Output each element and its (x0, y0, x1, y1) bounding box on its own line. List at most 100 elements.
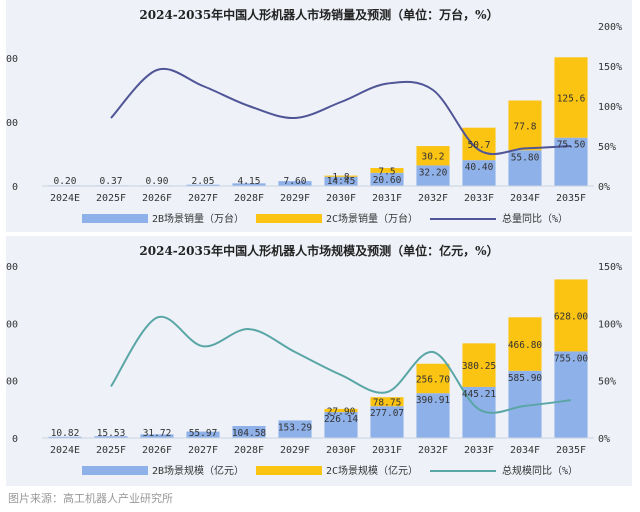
legend-b2c-label: 2C场景规模（亿元） (326, 464, 418, 477)
b2c-bar (416, 363, 450, 394)
b2b-bar (416, 165, 450, 186)
b2b-data-label: 0.20 (54, 176, 77, 187)
market-size-chart-panel: 2024-2035年中国人形机器人市场规模及预测（单位：亿元，%） 0 500 10… (0, 236, 632, 486)
y-right-tick-label: 0% (598, 182, 610, 193)
b2b-data-label: 55.80 (511, 152, 540, 163)
b2c-bar (416, 146, 450, 166)
source-note: 图片来源：高工机器人产业研究所 (8, 492, 173, 505)
x-tick-label: 2029F (280, 193, 310, 204)
y-left-tick-label: 500 (6, 377, 18, 388)
y-left-tick-label: 200 (6, 54, 18, 65)
b2c-data-label: 466.80 (508, 340, 543, 351)
legend-line-label: 总量同比（%） (502, 212, 568, 225)
x-tick-label: 2031F (372, 193, 402, 204)
x-tick-label: 2030F (326, 445, 356, 456)
b2c-bar (324, 408, 358, 413)
b2b-data-label: 32.20 (419, 167, 448, 178)
b2c-data-label: 77.8 (514, 121, 537, 132)
y-right-tick-label: 50% (598, 377, 616, 388)
b2c-data-label: 1.8 (332, 172, 349, 183)
b2b-data-label: 4.15 (238, 176, 261, 187)
b2c-data-label: 27.90 (327, 406, 356, 417)
b2c-data-label: 50.7 (468, 140, 491, 151)
legend-b2b-label: 2B场景规模（亿元） (152, 464, 244, 477)
b2c-data-label: 256.70 (416, 374, 451, 385)
x-tick-label: 2025F (96, 445, 126, 456)
legend-b2b-swatch (82, 466, 148, 475)
b2c-data-label: 125.6 (557, 93, 586, 104)
b2b-bar (508, 150, 542, 186)
x-tick-label: 2034F (510, 193, 540, 204)
b2c-bar (370, 168, 404, 173)
b2b-data-label: 20.60 (373, 175, 402, 186)
y-right-tick-label: 150% (598, 262, 622, 273)
b2b-data-label: 15.53 (97, 428, 126, 439)
y-right-tick-label: 100% (598, 102, 622, 113)
x-tick-label: 2028F (234, 193, 264, 204)
market-size-chart: 0 500 1000 1500 0% 50% 100% 150% 10.82 2024E 15.53… (0, 262, 622, 477)
b2b-bar (186, 184, 220, 186)
y-left-tick-label: 1000 (6, 319, 18, 330)
x-tick-label: 2027F (188, 445, 218, 456)
yoy-line (110, 67, 572, 155)
x-tick-label: 2030F (326, 193, 356, 204)
x-tick-label: 2027F (188, 193, 218, 204)
b2b-bar (48, 436, 82, 438)
b2c-data-label: 30.2 (422, 152, 445, 163)
y-left-tick-label: 1500 (6, 262, 18, 273)
b2b-bar (232, 426, 266, 438)
x-tick-label: 2032F (418, 445, 448, 456)
b2b-data-label: 755.00 (554, 353, 589, 364)
y-right-tick-label: 0% (598, 434, 610, 445)
legend-b2b-label: 2B场景销量（万台） (152, 212, 244, 225)
b2b-data-label: 390.91 (416, 395, 451, 406)
x-tick-label: 2035F (556, 445, 586, 456)
b2b-bar (186, 431, 220, 438)
x-tick-label: 2031F (372, 445, 402, 456)
b2b-bar (324, 412, 358, 438)
x-tick-label: 2033F (464, 445, 494, 456)
b2b-data-label: 585.90 (508, 373, 543, 384)
x-tick-label: 2032F (418, 193, 448, 204)
b2b-data-label: 7.60 (284, 176, 307, 187)
y-right-tick-label: 50% (598, 142, 616, 153)
y-right-tick-label: 200% (598, 22, 622, 33)
b2c-data-label: 628.00 (554, 311, 589, 322)
b2c-data-label: 7.5 (378, 166, 395, 177)
b2b-bar (278, 181, 312, 186)
b2b-data-label: 445.21 (462, 389, 497, 400)
legend-b2c-label: 2C场景销量（万台） (326, 212, 418, 225)
b2b-data-label: 104.58 (232, 428, 267, 439)
b2b-data-label: 75.50 (557, 140, 586, 151)
x-tick-label: 2024E (50, 445, 80, 456)
x-tick-label: 2026F (142, 193, 172, 204)
legend-b2c-swatch (256, 466, 322, 475)
y-left-tick-label: 0 (12, 182, 18, 193)
x-tick-label: 2034F (510, 445, 540, 456)
b2c-bar (508, 100, 542, 151)
sales-chart-title: 2024-2035年中国人形机器人市场销量及预测（单位：万台，%） (139, 8, 499, 22)
x-tick-label: 2024E (50, 193, 80, 204)
b2c-bar (508, 317, 542, 371)
b2b-data-label: 31.72 (143, 428, 172, 439)
b2b-data-label: 0.90 (146, 176, 169, 187)
b2b-bar (370, 172, 404, 186)
b2b-bar (554, 351, 588, 438)
y-right-tick-label: 100% (598, 319, 622, 330)
y-left-tick-label: 0 (12, 434, 18, 445)
b2b-bar (94, 436, 128, 438)
market-size-chart-title: 2024-2035年中国人形机器人市场规模及预测（单位：亿元，%） (139, 244, 499, 258)
b2c-data-label: 380.25 (462, 361, 496, 372)
b2b-data-label: 55.97 (189, 428, 218, 439)
b2c-bar (554, 279, 588, 352)
sales-chart-panel: 2024-2035年中国人形机器人市场销量及预测（单位：万台，%） 0 100 20… (0, 0, 632, 232)
b2c-bar (554, 57, 588, 138)
x-tick-label: 2029F (280, 445, 310, 456)
b2b-data-label: 226.14 (324, 414, 359, 425)
b2b-data-label: 10.82 (51, 428, 80, 439)
x-tick-label: 2033F (464, 193, 494, 204)
b2c-bar (370, 397, 404, 407)
b2b-bar (416, 393, 450, 438)
y-left-tick-label: 100 (6, 118, 18, 129)
